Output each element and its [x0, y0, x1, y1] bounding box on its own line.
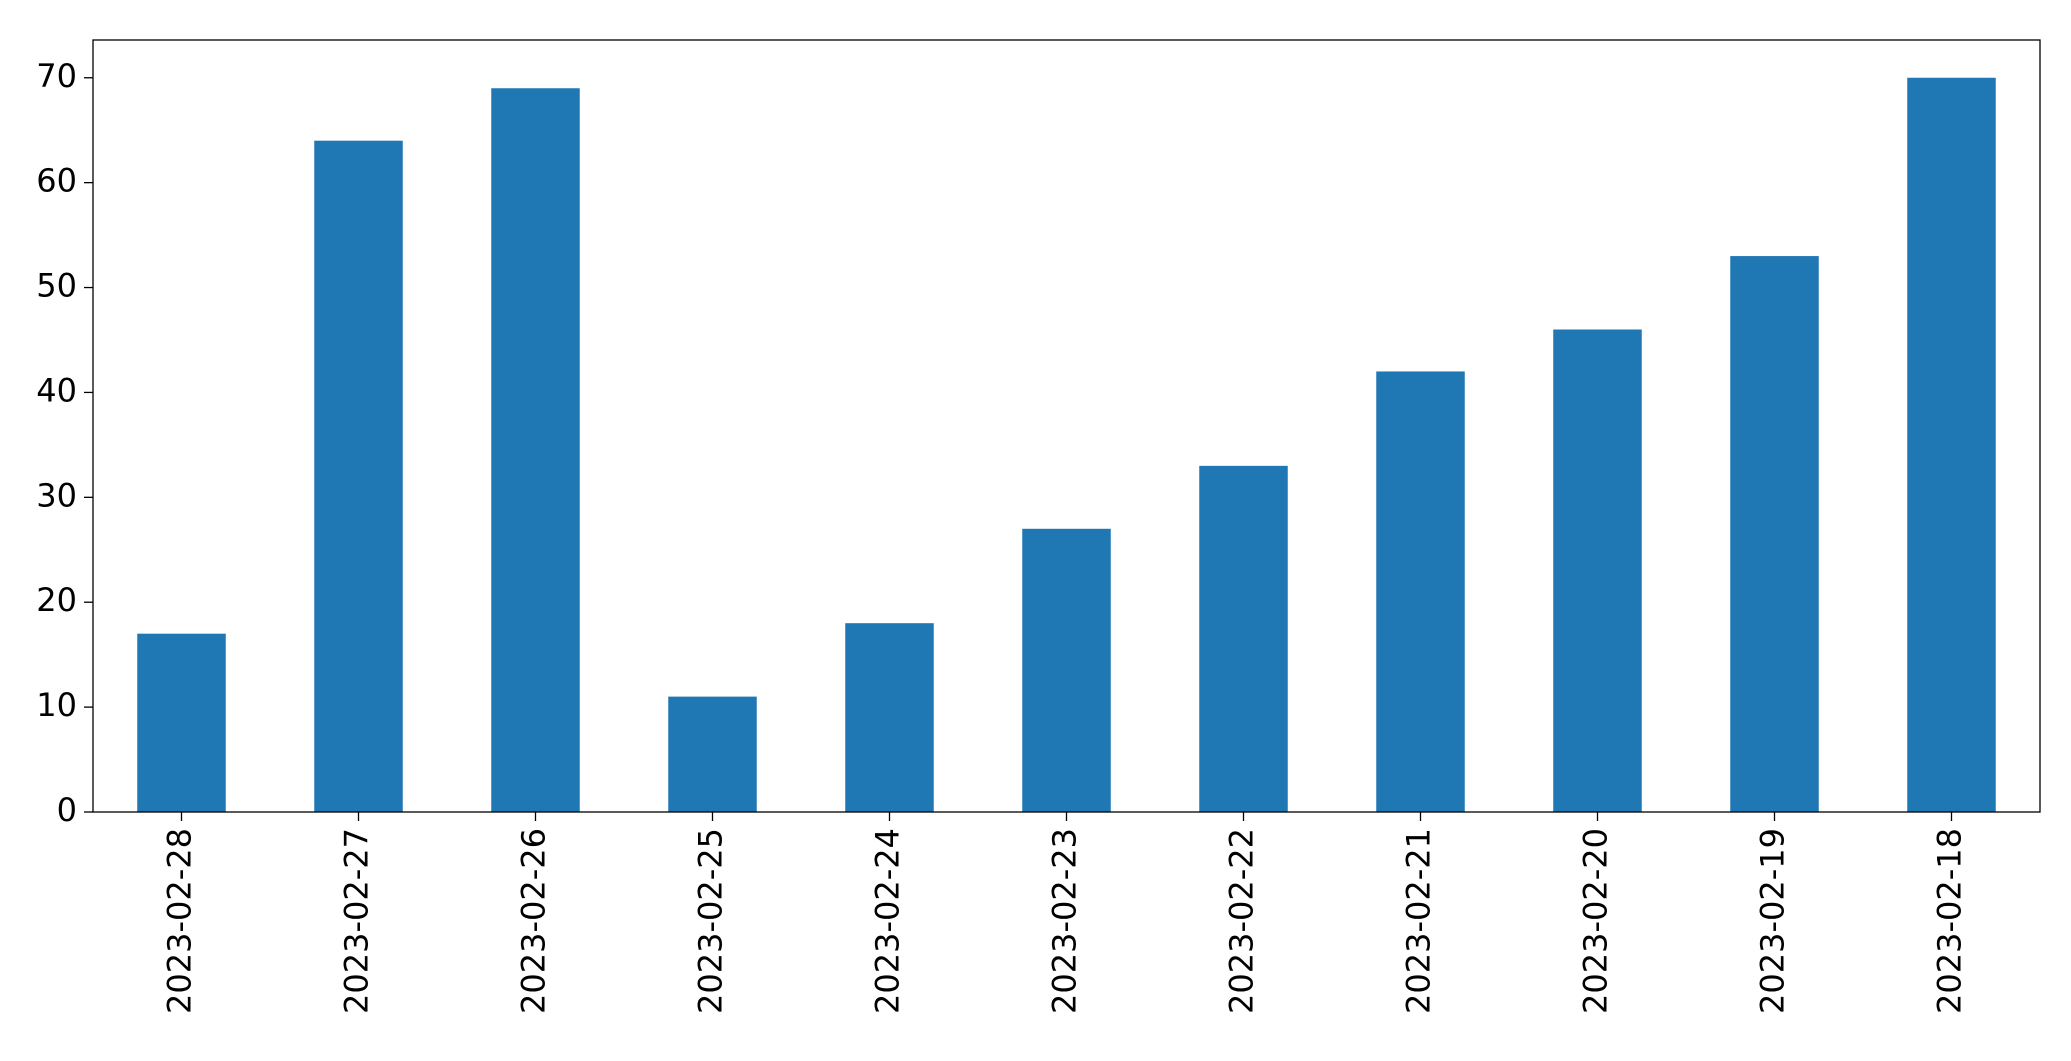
y-tick-label: 10	[36, 686, 77, 724]
y-tick-label: 60	[36, 162, 77, 200]
bar	[668, 696, 757, 812]
bar	[1376, 371, 1465, 812]
bar	[1553, 329, 1642, 812]
x-tick-label: 2023-02-28	[161, 828, 199, 1014]
bar	[1730, 256, 1819, 813]
x-tick-label: 2023-02-18	[1931, 828, 1969, 1014]
y-tick-label: 50	[36, 267, 77, 305]
bar	[845, 623, 934, 812]
x-tick-label: 2023-02-25	[692, 828, 730, 1014]
x-tick-label: 2023-02-21	[1400, 828, 1438, 1014]
x-tick-label: 2023-02-24	[869, 828, 907, 1014]
y-tick-label: 40	[36, 371, 77, 409]
x-tick-label: 2023-02-22	[1223, 828, 1261, 1014]
y-tick-label: 70	[36, 57, 77, 95]
bar	[491, 88, 580, 812]
y-tick-label: 30	[36, 476, 77, 514]
y-tick-label: 0	[57, 791, 77, 829]
bar	[137, 633, 226, 812]
y-tick-label: 20	[36, 581, 77, 619]
x-tick-label: 2023-02-26	[515, 828, 553, 1014]
plot-frame	[92, 39, 2041, 813]
bar	[1022, 528, 1111, 812]
bar	[1199, 465, 1288, 812]
x-tick-label: 2023-02-23	[1046, 828, 1084, 1014]
x-tick-label: 2023-02-19	[1754, 828, 1792, 1014]
bar	[1907, 77, 1996, 813]
x-tick-label: 2023-02-27	[338, 828, 376, 1014]
x-tick-label: 2023-02-20	[1577, 828, 1615, 1014]
bar	[314, 140, 403, 812]
